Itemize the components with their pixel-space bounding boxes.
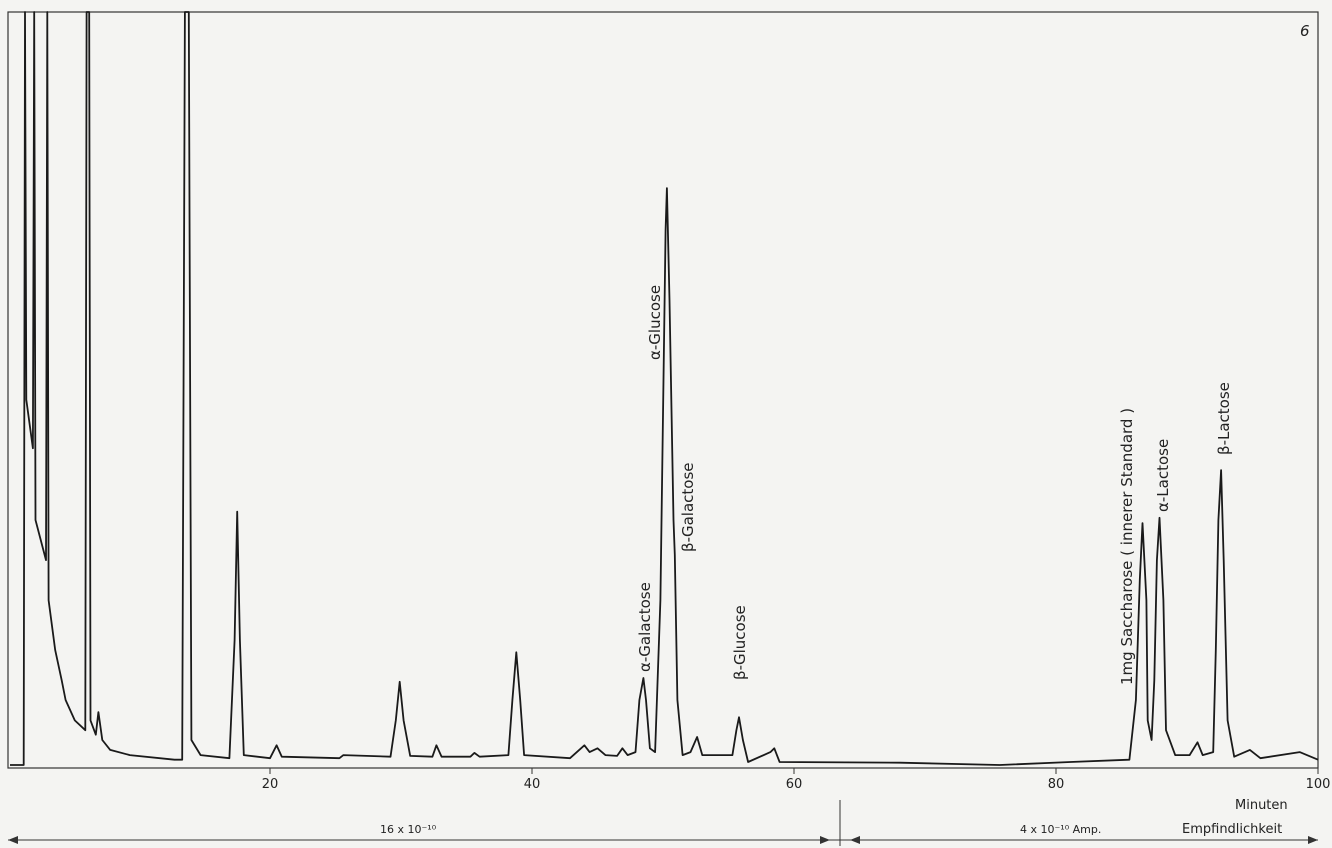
x-tick-label: 80 [1048, 777, 1065, 792]
x-tick-label: 40 [524, 777, 541, 792]
peak-label: β-Lactose [1215, 382, 1233, 455]
peak-label: α-Glucose [646, 285, 664, 360]
sensitivity-range: 16 x 10⁻¹⁰ [380, 823, 437, 836]
peak-label: β-Glucose [731, 605, 749, 680]
x-tick-label: 60 [786, 777, 803, 792]
sensitivity-range: 4 x 10⁻¹⁰ Amp. [1020, 823, 1101, 836]
trace [10, 11, 1319, 766]
peak-label: α-Galactose [636, 582, 654, 672]
peak-label: α-Lactose [1154, 439, 1172, 512]
x-axis-label: Minuten [1235, 798, 1288, 813]
x-tick-label: 100 [1306, 777, 1331, 792]
sensitivity-label: Empfindlichkeit [1182, 822, 1282, 837]
plot-frame [7, 11, 1319, 769]
page-number: 6 [1300, 22, 1310, 40]
peak-label: 1mg Saccharose ( innerer Standard ) [1118, 408, 1136, 685]
x-tick-label: 20 [262, 777, 279, 792]
peak-label: β-Galactose [679, 462, 697, 552]
